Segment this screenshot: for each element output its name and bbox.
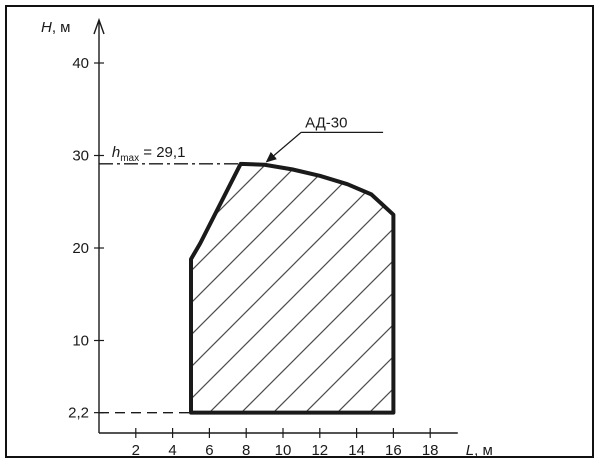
x-tick-label: 16 <box>385 442 402 456</box>
x-tick-label: 8 <box>242 442 250 456</box>
x-tick-label: 12 <box>311 442 328 456</box>
y-axis-label: H, м <box>41 19 71 36</box>
chart-frame: 2 4 6 8 10 12 14 16 18 2,2 10 20 30 40 L, м H, м hma… <box>5 5 594 458</box>
chart-canvas: 2 4 6 8 10 12 14 16 18 2,2 10 20 30 40 L, м H, м hma… <box>41 17 493 456</box>
series-area-fill <box>191 163 394 413</box>
y-ticks: 2,2 10 20 30 40 <box>68 55 104 422</box>
x-tick-label: 14 <box>348 442 365 456</box>
series-label: АД-30 <box>305 114 347 131</box>
series-label-group: АД-30 <box>265 114 384 163</box>
series-group <box>189 161 396 415</box>
x-tick-label: 10 <box>275 442 292 456</box>
axes <box>93 17 458 434</box>
y-tick-label: 40 <box>72 55 89 72</box>
reference-lines <box>99 163 241 414</box>
y-tick-label: 20 <box>72 240 89 257</box>
y-tick-label: 2,2 <box>68 405 89 422</box>
x-tick-label: 4 <box>168 442 176 456</box>
series-label-leader <box>265 131 302 163</box>
x-tick-label: 2 <box>132 442 140 456</box>
x-ticks: 2 4 6 8 10 12 14 16 18 <box>132 428 439 456</box>
x-axis-label: L, м <box>466 442 493 456</box>
series-area-outline <box>189 161 396 415</box>
x-tick-label: 6 <box>205 442 213 456</box>
y-axis-arrow <box>93 17 105 35</box>
hmax-annotation: hmax = 29,1 <box>112 144 186 164</box>
y-tick-label: 30 <box>72 148 89 165</box>
x-tick-label: 18 <box>422 442 439 456</box>
y-tick-label: 10 <box>72 333 89 350</box>
